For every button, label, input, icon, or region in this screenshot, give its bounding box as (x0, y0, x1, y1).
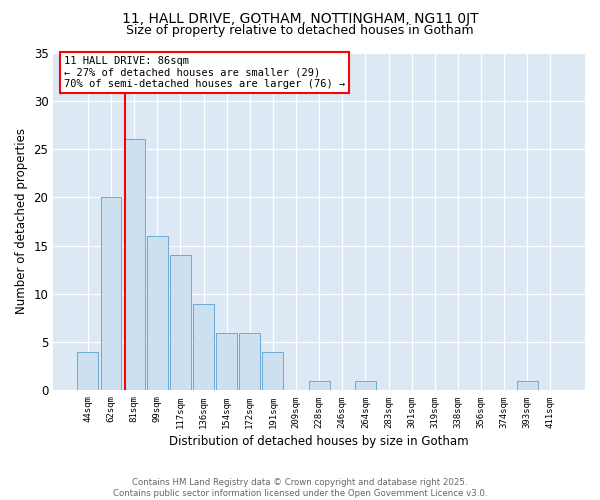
Bar (170, 256, 191, 390)
Text: 11 HALL DRIVE: 86sqm
← 27% of detached houses are smaller (29)
70% of semi-detac: 11 HALL DRIVE: 86sqm ← 27% of detached h… (64, 56, 345, 89)
Bar (124, 140, 145, 390)
Bar (77, 352, 98, 391)
Bar (355, 381, 376, 390)
Bar (517, 381, 538, 390)
Bar (262, 352, 283, 391)
Bar (216, 332, 237, 390)
Text: 11, HALL DRIVE, GOTHAM, NOTTINGHAM, NG11 0JT: 11, HALL DRIVE, GOTHAM, NOTTINGHAM, NG11… (122, 12, 478, 26)
Y-axis label: Number of detached properties: Number of detached properties (15, 128, 28, 314)
Bar (193, 304, 214, 390)
X-axis label: Distribution of detached houses by size in Gotham: Distribution of detached houses by size … (169, 434, 469, 448)
Text: Size of property relative to detached houses in Gotham: Size of property relative to detached ho… (126, 24, 474, 37)
Bar (239, 332, 260, 390)
Bar (147, 236, 167, 390)
Text: Contains HM Land Registry data © Crown copyright and database right 2025.
Contai: Contains HM Land Registry data © Crown c… (113, 478, 487, 498)
Bar (101, 198, 121, 390)
Bar (309, 381, 329, 390)
